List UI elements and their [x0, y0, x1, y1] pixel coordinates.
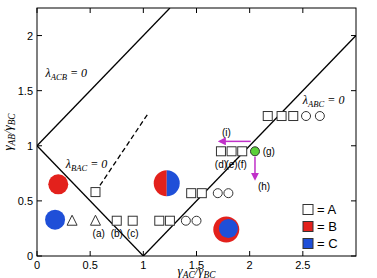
annotation: (f): [237, 159, 246, 170]
x-tick-top: [143, 8, 144, 13]
text-part: = 0: [324, 93, 344, 107]
arrow-label: (h): [258, 181, 270, 192]
annotation: (g): [263, 146, 275, 157]
square-marker: [187, 189, 196, 198]
y-tick-right: [351, 145, 356, 146]
y-axis-label: γAB/γBC: [0, 113, 17, 151]
legend-label: = A: [317, 202, 336, 217]
subscript: AC: [182, 270, 196, 278]
arrow: [254, 157, 256, 179]
text-part: = 0: [87, 157, 107, 171]
annotation: (b): [111, 228, 123, 239]
circle-marker: [302, 112, 311, 121]
x-tick-label: 1: [140, 259, 146, 271]
subscript: BC: [203, 270, 216, 278]
circle-marker: [250, 147, 259, 156]
subscript: BAC: [71, 163, 88, 173]
text-part: = 0: [67, 66, 87, 80]
particle-icon: [45, 210, 65, 230]
subscript: BC: [7, 113, 17, 126]
square-marker: [303, 222, 313, 232]
square-marker: [216, 147, 225, 156]
legend: = A = B = C: [303, 202, 338, 251]
x-tick: [196, 251, 197, 256]
square-marker: [263, 112, 272, 121]
legend-label: = C: [317, 236, 338, 251]
circle-marker: [315, 112, 324, 121]
annotation: (a): [93, 228, 105, 239]
y-tick-label: 2: [27, 30, 33, 42]
square-marker: [238, 147, 247, 156]
line-label: λBAC = 0: [65, 157, 108, 173]
particle-icon: [48, 174, 68, 194]
square-marker: [289, 112, 298, 121]
square-marker: [91, 188, 100, 197]
y-tick: [37, 90, 42, 91]
janus-half: [167, 170, 180, 196]
plot-frame: [37, 8, 356, 256]
y-tick-label: 1: [27, 140, 33, 152]
square-marker: [227, 147, 236, 156]
x-tick-top: [196, 8, 197, 13]
core-shell-inner: [219, 219, 238, 238]
line-label: λACB = 0: [45, 66, 88, 82]
circle-marker: [192, 216, 201, 225]
subscript: ACB: [50, 72, 68, 82]
boundary-line: [143, 36, 356, 256]
x-tick-top: [302, 8, 303, 13]
square-marker: [303, 205, 313, 215]
x-tick: [302, 251, 303, 256]
triangle-marker: [67, 215, 77, 225]
y-tick-label: 0: [27, 250, 33, 262]
x-tick-label: 0: [34, 259, 40, 271]
circle-marker: [213, 189, 222, 198]
y-tick: [37, 256, 42, 257]
y-tick-right: [351, 200, 356, 201]
square-marker: [112, 216, 121, 225]
x-tick-label: 0.5: [83, 259, 98, 271]
y-tick-label: 1.5: [18, 85, 33, 97]
boundary-line: [37, 146, 143, 256]
circle-marker: [224, 189, 233, 198]
y-tick-right: [351, 90, 356, 91]
chart: 00.511.522.500.511.52γAC/γBCγAB/γBCλACB …: [0, 0, 377, 278]
x-axis-label: γAC/γBC: [178, 263, 217, 278]
x-tick-label: 2.5: [295, 259, 310, 271]
y-tick-label: 0.5: [18, 195, 33, 207]
legend-label: = B: [317, 219, 337, 234]
boundary-line: [95, 113, 148, 192]
boundary-line: [37, 8, 170, 146]
square-marker: [277, 112, 286, 121]
y-tick: [37, 200, 42, 201]
x-tick-label: 2: [247, 259, 253, 271]
x-tick-top: [37, 8, 38, 13]
plot-area: [37, 8, 356, 256]
arrow: [220, 141, 251, 143]
square-marker: [303, 239, 313, 249]
arrow-label: (i): [222, 127, 231, 138]
square-marker: [155, 216, 164, 225]
square-marker: [197, 189, 206, 198]
x-tick: [37, 251, 38, 256]
annotation: (c): [127, 228, 139, 239]
x-tick: [249, 251, 250, 256]
subscript: AB: [7, 134, 17, 147]
x-tick-top: [90, 8, 91, 13]
core-shell-outer: [213, 217, 239, 243]
square-marker: [128, 216, 137, 225]
line-label: λABC = 0: [302, 93, 345, 109]
square-marker: [165, 216, 174, 225]
subscript: ABC: [307, 99, 325, 109]
annotation: (e): [225, 159, 237, 170]
x-tick: [90, 251, 91, 256]
janus-half: [154, 170, 167, 196]
circle-marker: [181, 216, 190, 225]
y-tick-right: [351, 256, 356, 257]
x-tick-top: [249, 8, 250, 13]
triangle-marker: [90, 215, 100, 225]
y-tick: [37, 35, 42, 36]
